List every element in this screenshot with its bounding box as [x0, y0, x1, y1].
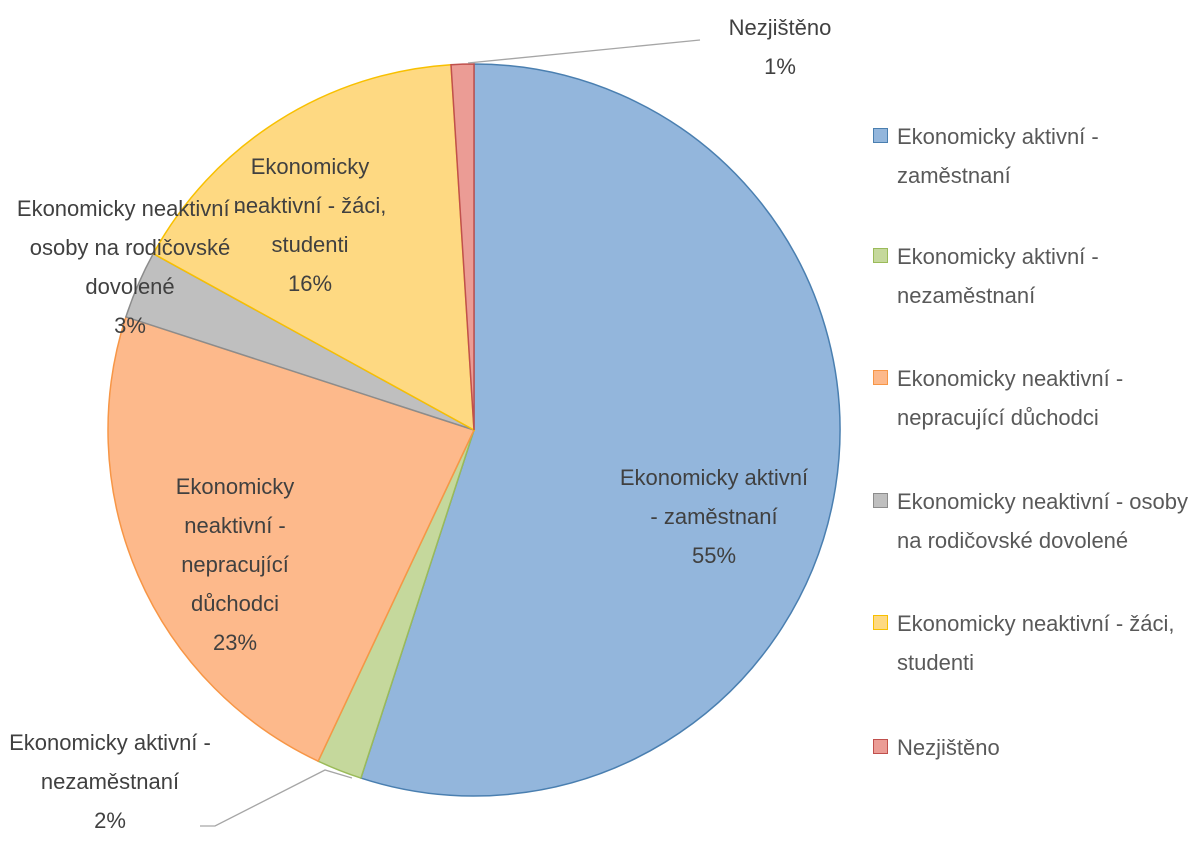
- legend-label: Ekonomicky aktivní - nezaměstnaní: [897, 244, 1099, 308]
- data-label-value: 16%: [287, 271, 333, 296]
- data-label: Nezjištěno 1%: [690, 8, 870, 86]
- legend-label: Ekonomicky neaktivní - žáci, studenti: [897, 611, 1175, 675]
- legend-swatch: [873, 739, 888, 754]
- data-label-value: 3%: [114, 313, 146, 338]
- data-label-category: Ekonomicky neaktivní - žáci, studenti: [233, 154, 387, 257]
- leader-line: [200, 769, 353, 827]
- data-label-value: 2%: [94, 808, 126, 833]
- data-label-value: 23%: [212, 630, 258, 655]
- legend-item: Ekonomicky neaktivní - žáci, studenti: [873, 604, 1193, 682]
- legend-item: Ekonomicky neaktivní - nepracující důcho…: [873, 359, 1193, 437]
- legend-item: Ekonomicky aktivní - nezaměstnaní: [873, 237, 1193, 315]
- legend-swatch: [873, 370, 888, 385]
- data-label-category: Ekonomicky neaktivní - nepracující důcho…: [175, 474, 295, 616]
- legend-label: Nezjištěno: [897, 735, 1000, 760]
- legend-label: Ekonomicky neaktivní - nepracující důcho…: [897, 366, 1124, 430]
- data-label: Ekonomicky neaktivní - osoby na rodičovs…: [0, 189, 260, 345]
- legend-swatch: [873, 248, 888, 263]
- data-label: Ekonomicky neaktivní - žáci, studenti 16%: [225, 147, 395, 303]
- pie-slice: [359, 63, 841, 797]
- data-label: Ekonomicky neaktivní - nepracující důcho…: [135, 467, 335, 662]
- legend-label: Ekonomicky aktivní - zaměstnaní: [897, 124, 1099, 188]
- data-label-category: Nezjištěno: [728, 15, 832, 40]
- legend-label: Ekonomicky neaktivní - osoby na rodičovs…: [897, 489, 1189, 553]
- legend-item: Nezjištěno: [873, 728, 1193, 767]
- data-label-category: Ekonomicky neaktivní - osoby na rodičovs…: [16, 196, 244, 299]
- legend-swatch: [873, 493, 888, 508]
- pie-slice: [450, 63, 475, 431]
- data-label: Ekonomicky aktivní - nezaměstnaní 2%: [0, 723, 220, 840]
- data-label-value: 1%: [764, 54, 796, 79]
- leader-line: [467, 39, 701, 64]
- legend-item: Ekonomicky neaktivní - osoby na rodičovs…: [873, 482, 1193, 560]
- pie-slice: [107, 315, 476, 763]
- data-label-value: 55%: [691, 543, 737, 568]
- data-label-category: Ekonomicky aktivní - zaměstnaní: [619, 465, 809, 529]
- legend-item: Ekonomicky aktivní - zaměstnaní: [873, 117, 1193, 195]
- pie-slice: [152, 63, 475, 432]
- legend-swatch: [873, 128, 888, 143]
- data-label-category: Ekonomicky aktivní - nezaměstnaní: [9, 730, 211, 794]
- legend-swatch: [873, 615, 888, 630]
- data-label: Ekonomicky aktivní - zaměstnaní 55%: [619, 458, 809, 575]
